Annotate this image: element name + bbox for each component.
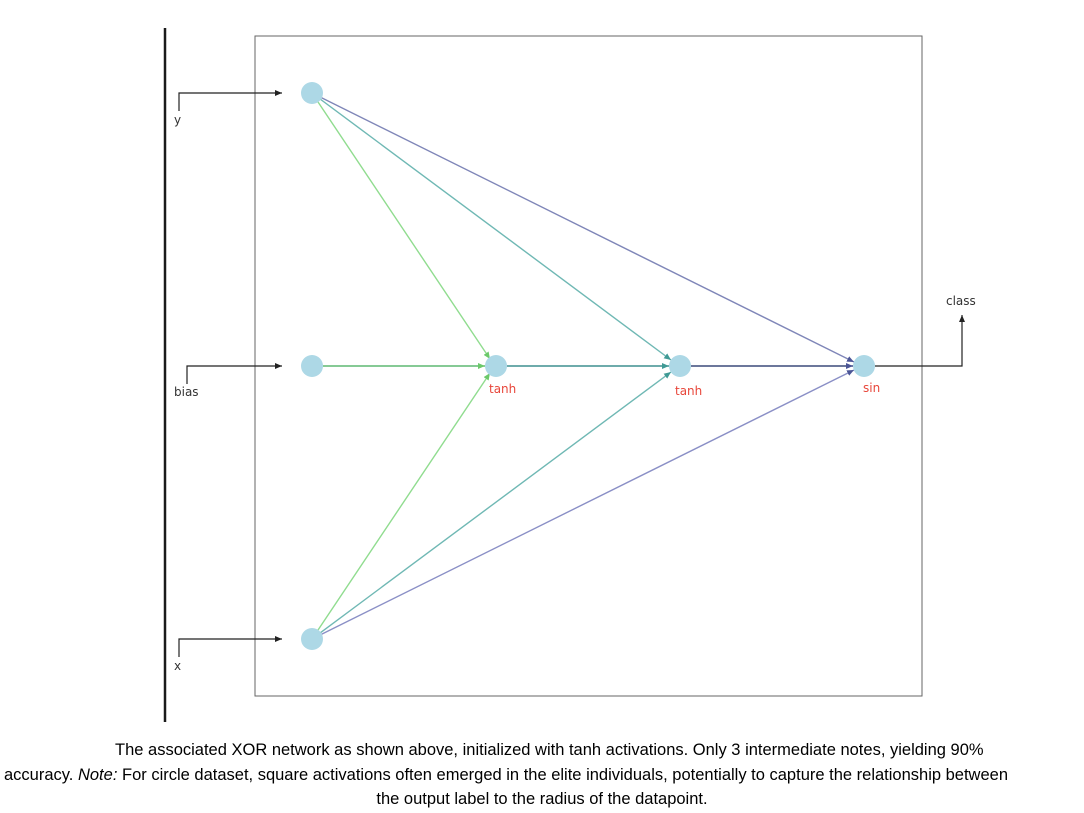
- edge-x-to-n1: [311, 372, 491, 640]
- input-label-x: x: [174, 659, 181, 673]
- caption-line-2-rest: For circle dataset, square activations o…: [117, 765, 1009, 784]
- input-arrow-x: [178, 636, 282, 657]
- input-label-bias: bias: [174, 385, 199, 399]
- edge-y-to-n1: [311, 92, 491, 360]
- edge-x-to-n3: [311, 369, 855, 640]
- edge-y-to-n3: [311, 92, 855, 363]
- input-label-y: y: [174, 113, 181, 127]
- caption-line-2-start: accuracy.: [4, 765, 78, 784]
- edge-x-to-n2: [311, 371, 672, 640]
- input-node-bias: [301, 355, 323, 377]
- input-arrow-y: [178, 90, 282, 111]
- output-arrow-class: [875, 315, 965, 367]
- hidden-node-1: [485, 355, 507, 377]
- figure-caption: The associated XOR network as shown abov…: [0, 738, 1084, 812]
- edge-y-to-n2: [311, 92, 672, 361]
- network-diagram: y bias x class tanh tanh sin: [163, 28, 976, 722]
- input-arrow-bias: [186, 363, 282, 384]
- output-node: [853, 355, 875, 377]
- activation-label-n2: tanh: [675, 384, 702, 398]
- caption-note-label: Note:: [77, 765, 118, 784]
- caption-line-2: accuracy. Note: For circle dataset, squa…: [0, 763, 1084, 788]
- activation-label-n3: sin: [863, 381, 880, 395]
- caption-line-1: The associated XOR network as shown abov…: [115, 741, 984, 759]
- activation-label-n1: tanh: [489, 382, 516, 396]
- output-label-class: class: [946, 294, 976, 308]
- input-node-y: [301, 82, 323, 104]
- caption-line-3: the output label to the radius of the da…: [376, 790, 708, 808]
- hidden-node-2: [669, 355, 691, 377]
- input-node-x: [301, 628, 323, 650]
